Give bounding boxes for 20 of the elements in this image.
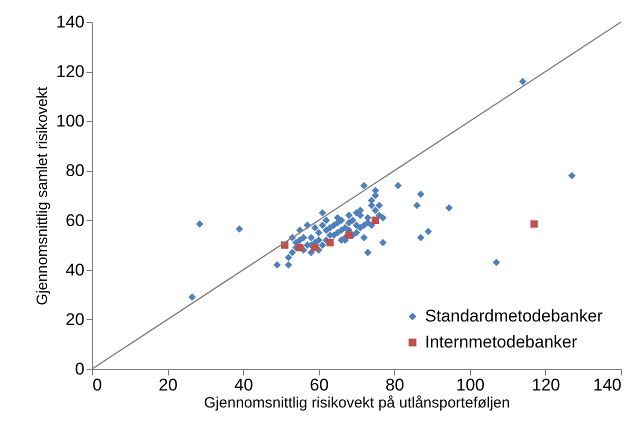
x-tick-label: 120 [532, 376, 560, 394]
y-axis-title: Gjennomsnittlig samlet risikovekt [34, 86, 52, 306]
y-tick-label: 40 [66, 260, 84, 280]
x-tick-label: 140 [593, 376, 622, 394]
legend-label: Internmetodebanker [425, 332, 578, 352]
y-tick-label: 80 [66, 161, 84, 180]
x-tick-label: 40 [234, 376, 254, 394]
y-tick-label: 100 [56, 112, 84, 131]
x-tick-label: 100 [456, 376, 485, 394]
y-tick-label: 20 [66, 310, 84, 329]
x-axis-title: Gjennomsnittlig risikovekt på utlånsporteføljen [204, 394, 510, 412]
x-tick-label: 20 [158, 376, 178, 394]
y-tick-label: 0 [75, 360, 84, 378]
y-tick-label: 60 [66, 210, 84, 230]
legend-label: Standardmetodebanker [425, 306, 604, 326]
y-tick-label: 120 [56, 62, 84, 82]
x-tick-label: 80 [385, 376, 404, 394]
y-tick-label: 140 [56, 12, 84, 32]
x-tick-label: 0 [92, 376, 102, 394]
x-tick-label: 60 [310, 376, 329, 394]
